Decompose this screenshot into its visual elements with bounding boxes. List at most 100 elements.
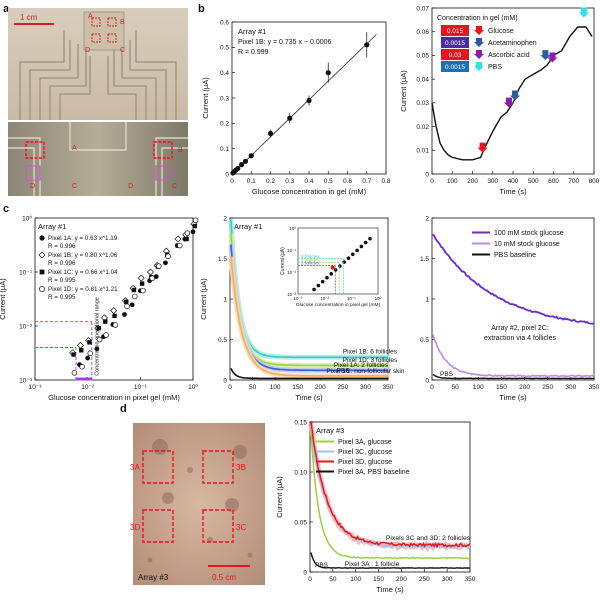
x-tick-label: 200 [519,384,530,391]
x-tick-label: 100 [473,384,484,391]
marker-pixel-1a [129,302,135,308]
photo-label-c-bottom-right: C [172,183,177,190]
series-label: Pixel 1B: 6 follicles [343,348,398,355]
x-tick-label: 0.8 [381,178,390,185]
skin-array-label: Array #3 [138,573,169,582]
legend-marker-1a [39,235,45,241]
y-tick-label: 0 [223,377,227,384]
y-tick-label: 0.4 [220,70,229,77]
y-axis-label: Current (μA) [275,476,284,518]
legend-entry: Pixel 1B: y = 0.80 x^1.06 [48,252,118,259]
inset-point [316,283,321,288]
x-tick-label: 0.7 [362,178,371,185]
x-tick-label: 200 [315,384,326,391]
x-tick-label: 150 [496,384,507,391]
x-tick-label: 100 [350,576,361,583]
x-tick-label: 0 [430,384,434,391]
y-axis-label: Current (μA) [0,278,7,320]
photo-label-d-top: D [85,47,90,54]
legend-entry: Pixel 3A, PBS baseline [338,469,410,476]
y-tick-label: 0.2 [220,121,229,128]
marker-pixel-1d [132,293,138,300]
addition-arrow-ascorbic [503,97,514,108]
series-line-teal [230,219,388,359]
plot-frame [34,217,194,381]
chart-title: Array #3 [316,426,344,435]
y-tick-label: 0.06 [416,29,429,36]
marker-pixel-1d [184,230,191,236]
marker-pixel-1c [192,223,197,229]
legend-entry: Pixel 3C, glucose [338,449,392,456]
inset-frame [297,227,379,295]
x-axis-label: Glucose concentration in pixel gel (mM) [48,393,180,402]
y-tick-label: 2 [425,215,429,222]
x-tick-label: 10⁰ [188,383,198,391]
legend-name: Ascorbic acid [488,52,530,59]
inset-y-tick-label: 10⁻² [287,270,296,275]
inset-point [346,256,351,260]
legend-marker-1d [39,286,45,292]
legend-arrow-pbs [474,62,484,71]
marker-pixel-1d [87,350,94,357]
legend-entry: 100 mM stock glucose [494,230,564,237]
range-annotation: Concentration operational range [94,297,100,376]
chart-title: Array #1 [234,222,262,231]
inset-marker-1c [330,265,335,270]
data-point [248,153,254,159]
x-tick-label: 300 [565,384,576,391]
y-tick-label: 0 [225,171,229,178]
x-tick-label: 0.5 [324,178,333,185]
y-tick-label: 0 [303,569,307,576]
y-tick-label: 0.5 [420,337,429,344]
x-tick-label: 0.1 [247,178,256,185]
data-point [364,42,370,48]
pixel-label-3a: 3A [130,463,140,472]
panel-letter-a: a [3,3,10,15]
marker-pixel-1d [156,263,162,269]
x-axis-label: Glucose concentration in gel (mM) [252,187,367,196]
inset-point [312,287,316,292]
x-tick-label: 400 [508,178,519,185]
marker-pixel-1b [147,268,154,276]
y-axis-label: Current (μA) [199,278,208,320]
marker-pixel-1d [96,336,103,343]
legend-entry: Pixel 3D, glucose [338,459,392,466]
x-tick-label: 0.3 [285,178,294,185]
y-tick-label: 2 [223,215,227,222]
x-tick-label: 0 [228,384,232,391]
legend-value-box [441,37,469,48]
data-point [306,97,312,104]
legend-entry: Pixel 1A: y = 0.63 x^1.19 [48,235,118,242]
legend-title: Concentration in gel (mM) [437,15,518,22]
scale-bar-label: 1 cm [20,13,38,22]
marker-pixel-1b [137,274,145,282]
y-tick-label: 0.03 [416,100,429,107]
series-line-orange [230,256,388,377]
legend-name: PBS [488,64,502,71]
marker-pixel-1d [112,322,119,328]
inset-y-tick-label: 10⁰ [289,226,296,231]
y-tick-label: 10⁻³ [19,377,33,384]
x-tick-label: 50 [329,576,337,583]
legend-marker-1b [38,251,46,259]
photo-label-c-top: C [120,47,125,54]
inset-point [355,248,359,253]
x-tick-label: 700 [568,178,579,185]
marker-pixel-1a [85,355,91,361]
x-tick-label: 50 [249,384,257,391]
chart-b-interference-timecourse: 0 100 200 300 400 500 600 700 800 0 0.01 0.02 0.03 0.… [399,5,600,196]
x-tick-label: 500 [528,178,539,185]
inset-point [338,264,342,268]
y-tick-label: 0.01 [416,148,429,155]
chart-title: Array #1 [238,27,266,36]
inset-point [350,252,355,257]
y-tick-label: 0.1 [220,146,229,153]
x-tick-label: 350 [383,384,394,391]
data-point [325,70,331,76]
marker-pixel-1a [190,229,196,235]
series-label: Pixel 1A: 2 follicles [334,362,389,369]
addition-arrow-pbs [578,7,589,18]
y-axis-label: Current (μA) [399,70,408,112]
addition-arrow-glucose [477,142,488,153]
